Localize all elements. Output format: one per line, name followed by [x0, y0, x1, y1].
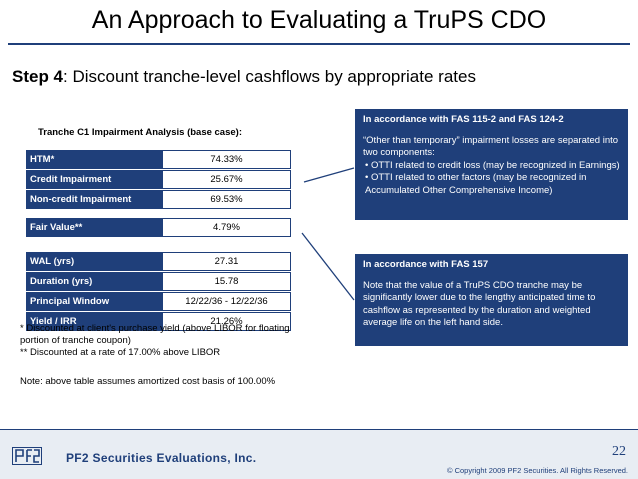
row-value: 25.67%	[162, 170, 291, 189]
row-key: Fair Value**	[26, 218, 162, 237]
footnotes: * Discounted at client's purchase yield …	[20, 323, 310, 359]
fas-157-callout: In accordance with FAS 157 Note that the…	[355, 254, 628, 346]
row-key: Principal Window	[26, 292, 162, 311]
company-name: PF2 Securities Evaluations, Inc.	[66, 451, 257, 465]
table-row: Duration (yrs) 15.78	[26, 272, 291, 291]
table-row: HTM* 74.33%	[26, 150, 291, 169]
row-value: 74.33%	[162, 150, 291, 169]
callout-text: Note that the value of a TruPS CDO tranc…	[363, 279, 596, 329]
step-label: Step 4	[12, 67, 64, 86]
row-value: 27.31	[162, 252, 291, 271]
row-value: 12/22/36 - 12/22/36	[162, 292, 291, 311]
table-row: Credit Impairment 25.67%	[26, 170, 291, 189]
footnote: * Discounted at client's purchase yield …	[20, 323, 290, 346]
analysis-label: Tranche C1 Impairment Analysis (base cas…	[38, 127, 242, 138]
fas-115-callout: In accordance with FAS 115-2 and FAS 124…	[355, 109, 628, 220]
row-key: WAL (yrs)	[26, 252, 162, 271]
table-row: WAL (yrs) 27.31	[26, 252, 291, 271]
table-row: Principal Window 12/22/36 - 12/22/36	[26, 292, 291, 311]
callout-heading: In accordance with FAS 115-2 and FAS 124…	[363, 114, 564, 125]
impairment-table: HTM* 74.33% Credit Impairment 25.67% Non…	[26, 149, 291, 210]
row-key: Non-credit Impairment	[26, 190, 162, 209]
copyright-text: © Copyright 2009 PF2 Securities. All Rig…	[446, 466, 628, 475]
connector-line-top	[303, 167, 355, 183]
metrics-table: WAL (yrs) 27.31 Duration (yrs) 15.78 Pri…	[26, 251, 291, 332]
table-row: Yield / IRR 21.26%	[26, 312, 291, 331]
row-key: HTM*	[26, 150, 162, 169]
connector-line-bottom	[301, 232, 355, 301]
title-divider	[8, 43, 630, 45]
footer-divider	[0, 429, 638, 430]
table-note: Note: above table assumes amortized cost…	[20, 376, 276, 387]
step-heading: Step 4: Discount tranche-level cashflows…	[12, 67, 476, 87]
pf2-logo-icon	[12, 447, 42, 465]
row-key: Credit Impairment	[26, 170, 162, 189]
row-value: 69.53%	[162, 190, 291, 209]
slide-title: An Approach to Evaluating a TruPS CDO	[91, 6, 547, 34]
callout-heading: In accordance with FAS 157	[363, 259, 489, 270]
step-text: : Discount tranche-level cashflows by ap…	[63, 67, 476, 86]
row-value: 21.26%	[162, 312, 291, 331]
row-value: 15.78	[162, 272, 291, 291]
page-number: 22	[612, 444, 626, 459]
table-row: Fair Value** 4.79%	[26, 218, 291, 237]
callout-bullet: • OTTI related to other factors (may be …	[365, 172, 587, 196]
callout-bullet: • OTTI related to credit loss (may be re…	[365, 159, 620, 171]
footer-bar	[0, 430, 638, 479]
footnote: ** Discounted at a rate of 17.00% above …	[20, 347, 221, 358]
row-key: Yield / IRR	[26, 312, 162, 331]
callout-intro: “Other than temporary” impairment losses…	[363, 134, 619, 159]
row-key: Duration (yrs)	[26, 272, 162, 291]
fair-value-table: Fair Value** 4.79%	[26, 217, 291, 238]
row-value: 4.79%	[162, 218, 291, 237]
table-row: Non-credit Impairment 69.53%	[26, 190, 291, 209]
